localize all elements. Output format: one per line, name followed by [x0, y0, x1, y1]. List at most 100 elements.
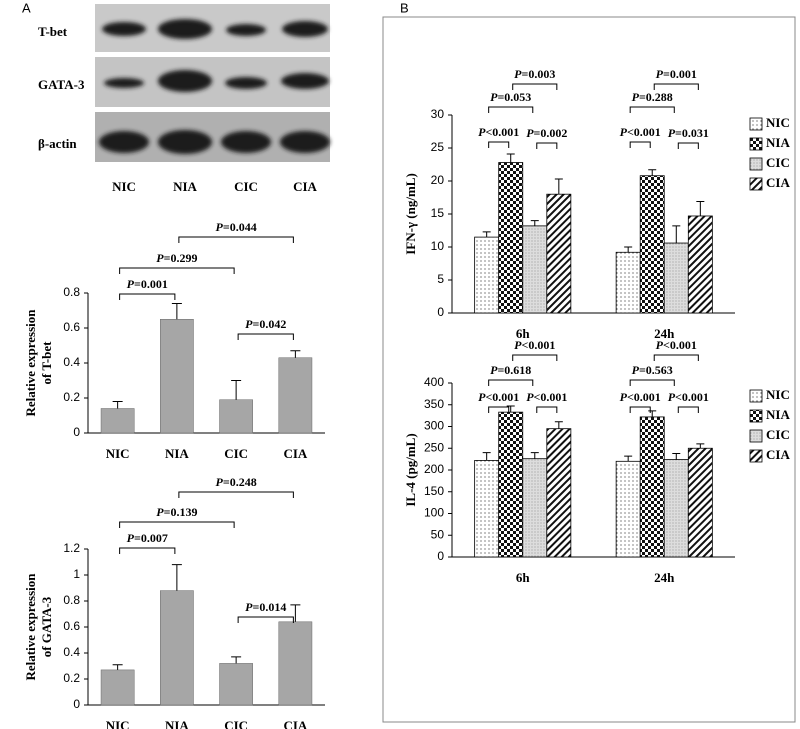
y-tick-label: 1.2 [63, 541, 80, 555]
legend-swatch [749, 177, 763, 191]
x-tick-label: CIA [283, 718, 307, 729]
y-tick-label: 0.8 [63, 285, 80, 299]
legend-swatch [749, 389, 763, 403]
blot-row-label: GATA-3 [38, 77, 85, 92]
error-bar [290, 604, 301, 622]
y-tick-label: 0.2 [63, 671, 80, 685]
x-tick-label: CIC [224, 718, 248, 729]
x-tick-label: 24h [654, 326, 675, 341]
error-bar [696, 200, 705, 216]
bar [546, 428, 572, 558]
error-bar [112, 401, 123, 409]
legend-label: NIC [766, 387, 790, 402]
y-tick-label: 300 [424, 419, 444, 433]
p-value: P<0.001 [668, 390, 709, 404]
y-axis-label: Relative expression [23, 573, 38, 681]
significance-bracket [119, 267, 235, 274]
legend-label: CIC [766, 155, 790, 170]
y-tick-label: 0.4 [63, 645, 80, 659]
p-value: P<0.001 [656, 338, 697, 352]
bar [160, 319, 194, 434]
y-tick-label: 50 [431, 527, 445, 541]
significance-bracket [629, 379, 675, 386]
error-bar [648, 169, 657, 176]
y-axis-label: of T-bet [39, 341, 54, 385]
significance-bracket [178, 491, 294, 498]
p-value: P=0.003 [514, 67, 555, 81]
y-tick-label: 25 [431, 140, 445, 154]
legend-label: NIA [766, 135, 790, 150]
error-bar [554, 421, 563, 429]
error-bar [624, 455, 633, 462]
significance-bracket [119, 521, 235, 528]
p-value: P=0.618 [490, 363, 531, 377]
significance-bracket [119, 547, 176, 554]
error-bar [231, 656, 242, 664]
y-axis-label: IL-4 (pg/mL) [403, 433, 418, 506]
significance-bracket [653, 83, 699, 90]
y-axis-label: IFN-γ (ng/mL) [403, 173, 418, 255]
error-bar [112, 664, 123, 670]
legend-swatch [749, 429, 763, 443]
bar [219, 399, 253, 434]
bar [522, 225, 548, 314]
legend-label: CIA [766, 447, 790, 462]
significance-bracket [488, 379, 534, 386]
legend-label: NIA [766, 407, 790, 422]
bar [639, 175, 665, 314]
significance-bracket [536, 142, 558, 149]
significance-bracket [536, 406, 558, 413]
significance-bracket [653, 354, 699, 361]
p-value: P=0.248 [216, 475, 257, 489]
y-tick-label: 100 [424, 506, 444, 520]
x-tick-label: CIA [283, 446, 307, 461]
error-bar [171, 564, 182, 591]
significance-bracket [119, 293, 176, 300]
significance-bracket [677, 142, 699, 149]
y-axis-label: Relative expression [23, 309, 38, 417]
panel-label: A [22, 0, 31, 15]
p-value: P=0.288 [632, 90, 673, 104]
y-tick-label: 400 [424, 375, 444, 389]
bar [498, 411, 524, 558]
p-value: P<0.001 [478, 390, 519, 404]
blot-row-label: β-actin [38, 136, 77, 151]
bar [663, 242, 689, 314]
p-value: P=0.001 [656, 67, 697, 81]
p-value: P=0.053 [490, 90, 531, 104]
error-bar [530, 452, 539, 459]
bar [615, 460, 641, 558]
legend-swatch [749, 157, 763, 171]
bar [100, 408, 135, 434]
error-bar [554, 178, 563, 195]
y-tick-label: 0 [73, 425, 80, 439]
y-tick-label: 20 [431, 173, 445, 187]
blot-lane-label: CIA [293, 179, 317, 194]
y-tick-label: 5 [437, 272, 444, 286]
error-bar [506, 153, 515, 163]
significance-bracket [629, 141, 651, 148]
p-value: P=0.014 [245, 600, 286, 614]
x-tick-label: NIA [165, 446, 189, 461]
x-tick-label: CIC [224, 446, 248, 461]
y-tick-label: 200 [424, 462, 444, 476]
bar [546, 193, 572, 314]
y-tick-label: 250 [424, 440, 444, 454]
y-tick-label: 0.6 [63, 320, 80, 334]
error-bar [672, 452, 681, 460]
y-tick-label: 1 [73, 567, 80, 581]
significance-bracket [677, 406, 699, 413]
error-bar [672, 225, 681, 244]
y-axis-label: of GATA-3 [39, 596, 54, 657]
bar [498, 162, 524, 314]
x-tick-label: NIC [106, 446, 130, 461]
blot-row-label: T-bet [38, 24, 68, 39]
y-tick-label: 15 [431, 206, 445, 220]
bar [100, 669, 135, 706]
legend-label: CIC [766, 427, 790, 442]
error-bar [506, 405, 515, 413]
bar [663, 459, 689, 558]
bar [474, 236, 500, 314]
bar [639, 416, 665, 558]
significance-bracket [512, 354, 558, 361]
